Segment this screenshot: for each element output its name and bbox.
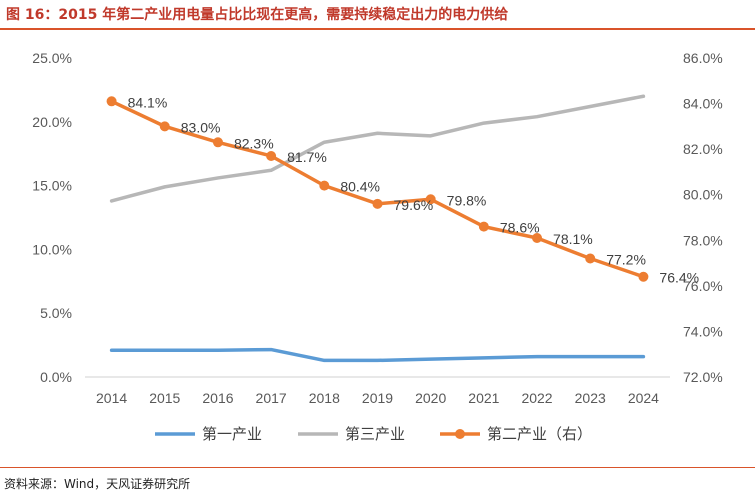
x-axis-tick-label: 2022: [521, 390, 552, 406]
data-label: 84.1%: [128, 94, 168, 110]
data-point: [159, 121, 170, 132]
data-labels: 84.1% 83.0% 82.3% 81.7% 80.4% 79.6% 79.8% 78.6%…: [128, 94, 700, 285]
x-axis-tick-label: 2021: [468, 390, 499, 406]
x-axis-tick-label: 2018: [309, 390, 340, 406]
x-axis-tick-label: 2017: [256, 390, 287, 406]
legend: 第一产业 第三产业 第二产业（右）: [155, 425, 592, 443]
figure-title: 图 16：2015 年第二产业用电量占比比现在更高，需要持续稳定出力的电力供给: [6, 7, 509, 23]
legend-marker: [455, 429, 465, 439]
data-point: [478, 221, 489, 232]
data-point: [585, 253, 596, 264]
data-label: 78.6%: [500, 220, 540, 236]
data-point: [106, 96, 117, 107]
markers: [106, 96, 649, 282]
left-axis-tick-label: 15.0%: [32, 178, 72, 194]
right-axis-tick-label: 72.0%: [683, 369, 723, 385]
left-axis-tick-label: 5.0%: [40, 305, 72, 321]
x-axis-tick-label: 2023: [575, 390, 606, 406]
series-line-0: [109, 347, 646, 363]
data-point: [266, 150, 277, 161]
data-label: 76.4%: [659, 270, 699, 286]
right-axis-tick-label: 80.0%: [683, 187, 723, 203]
legend-label-0: 第一产业: [202, 425, 262, 443]
data-label: 79.6%: [394, 197, 434, 213]
data-label: 83.0%: [181, 119, 221, 135]
right-axis-tick-label: 74.0%: [683, 323, 723, 339]
axes: 0.0% 5.0% 10.0% 15.0% 20.0% 25.0% 72.0% 74.0% 76…: [32, 50, 722, 406]
x-axis-tick-label: 2014: [96, 390, 127, 406]
data-label: 81.7%: [287, 149, 327, 165]
x-axis-tick-label: 2019: [362, 390, 393, 406]
x-axis-tick-label: 2016: [202, 390, 233, 406]
legend-label-1: 第三产业: [345, 425, 405, 443]
data-label: 82.3%: [234, 135, 274, 151]
left-axis-tick-label: 10.0%: [32, 241, 72, 257]
right-axis-tick-label: 78.0%: [683, 232, 723, 248]
x-axis-tick-label: 2020: [415, 390, 446, 406]
data-point: [319, 180, 330, 191]
right-axis-tick-label: 76.0%: [683, 278, 723, 294]
right-axis-tick-label: 82.0%: [683, 141, 723, 157]
footer-divider: [0, 467, 755, 468]
left-axis-tick-label: 0.0%: [40, 369, 72, 385]
data-point: [532, 233, 543, 244]
data-point: [212, 137, 223, 148]
legend-label-2: 第二产业（右）: [487, 425, 592, 443]
left-axis-tick-label: 25.0%: [32, 50, 72, 66]
data-label: 77.2%: [606, 252, 646, 268]
data-point: [425, 194, 436, 205]
chart: 0.0% 5.0% 10.0% 15.0% 20.0% 25.0% 72.0% 74.0% 76…: [32, 50, 722, 443]
x-axis-tick-label: 2015: [149, 390, 180, 406]
series-line-1: [109, 94, 646, 203]
series-lines: [109, 94, 646, 363]
left-axis-tick-label: 20.0%: [32, 114, 72, 130]
data-label: 80.4%: [340, 179, 380, 195]
source-note: 资料来源：Wind，天风证券研究所: [4, 477, 191, 491]
data-point: [638, 271, 649, 282]
right-axis-tick-label: 84.0%: [683, 96, 723, 112]
right-axis-tick-label: 86.0%: [683, 50, 723, 66]
data-label: 79.8%: [447, 192, 487, 208]
x-axis-tick-label: 2024: [628, 390, 659, 406]
data-point: [372, 198, 383, 209]
data-label: 78.1%: [553, 231, 593, 247]
title-divider: [0, 28, 755, 30]
